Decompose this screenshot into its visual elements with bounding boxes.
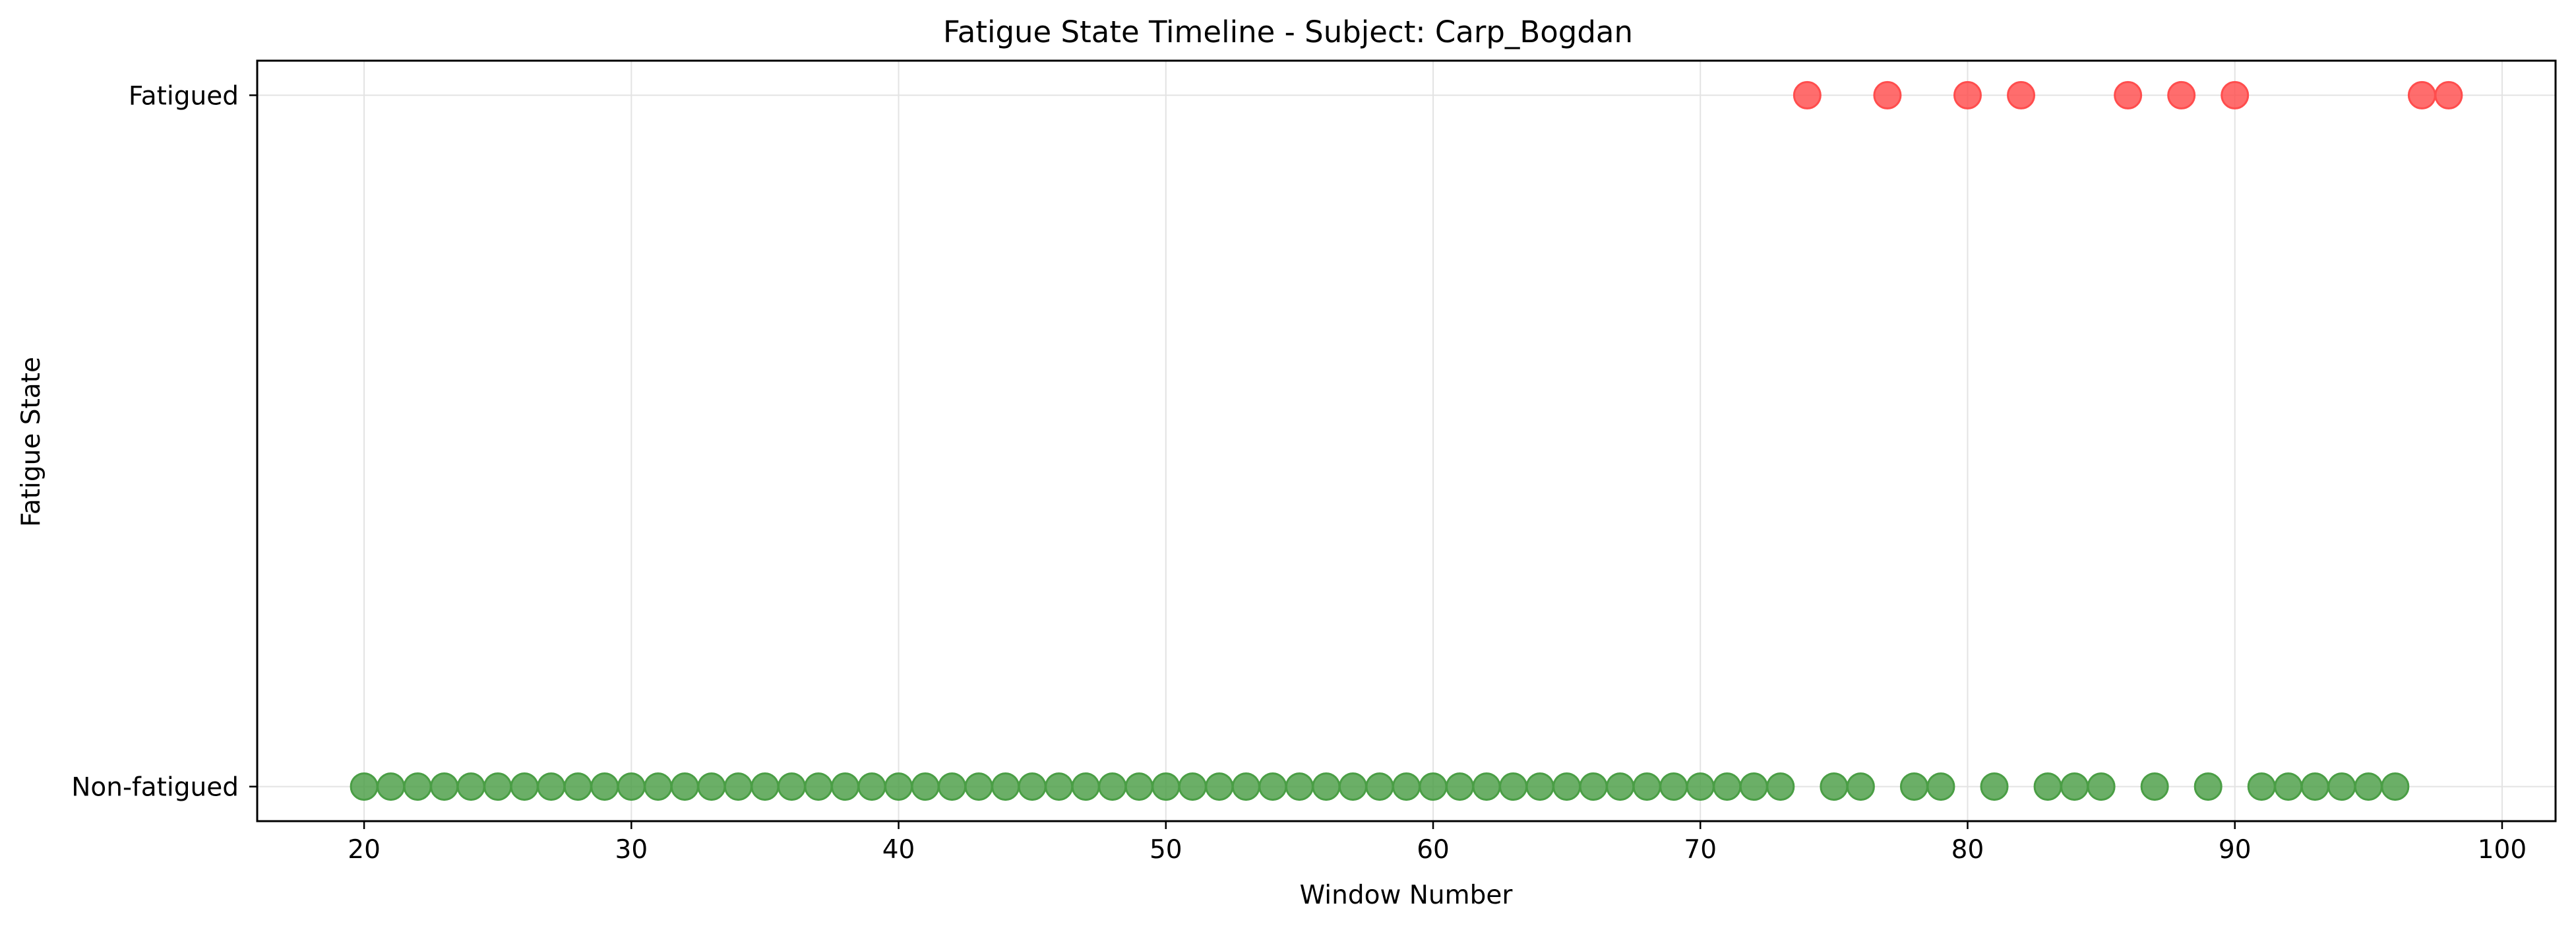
fatigued-point	[2007, 80, 2036, 109]
non-fatigued-point	[2381, 772, 2410, 801]
y-tick-label: Fatigued	[129, 81, 239, 111]
non-fatigued-point	[1124, 772, 1153, 801]
non-fatigued-point	[1365, 772, 1394, 801]
non-fatigued-point	[751, 772, 780, 801]
non-fatigued-point	[1151, 772, 1181, 801]
non-fatigued-point	[617, 772, 646, 801]
non-fatigued-point	[1606, 772, 1635, 801]
non-fatigued-point	[644, 772, 673, 801]
fatigued-point	[1873, 80, 1902, 109]
x-tick-label: 40	[882, 835, 915, 865]
x-axis-label: Window Number	[1300, 881, 1514, 910]
non-fatigued-point	[510, 772, 539, 801]
non-fatigued-point	[697, 772, 726, 801]
non-fatigued-point	[1579, 772, 1608, 801]
fatigued-point	[2434, 80, 2463, 109]
non-fatigued-point	[1472, 772, 1501, 801]
non-fatigued-point	[2300, 772, 2329, 801]
non-fatigued-point	[1045, 772, 1074, 801]
non-fatigued-point	[1980, 772, 2009, 801]
non-fatigued-point	[857, 772, 886, 801]
non-fatigued-point	[1312, 772, 1341, 801]
non-fatigued-point	[1686, 772, 1715, 801]
y-axis-ticks: Non-fatigued Fatigued	[71, 81, 257, 803]
non-fatigued-point	[1258, 772, 1287, 801]
non-fatigued-point	[1713, 772, 1742, 801]
non-fatigued-point	[350, 772, 379, 801]
non-fatigued-point	[1820, 772, 1849, 801]
non-fatigued-point	[1739, 772, 1768, 801]
non-fatigued-point	[911, 772, 940, 801]
x-axis-ticks: 20 30 40 50 60 70 80 90 100	[348, 821, 2527, 865]
non-fatigued-point	[1499, 772, 1528, 801]
non-fatigued-point	[1659, 772, 1688, 801]
y-axis-label: Fatigue State	[16, 357, 46, 527]
non-fatigued-point	[2087, 772, 2116, 801]
non-fatigued-point	[1231, 772, 1260, 801]
non-fatigued-point	[1846, 772, 1875, 801]
non-fatigued-point	[1285, 772, 1314, 801]
non-fatigued-point	[1552, 772, 1581, 801]
non-fatigued-point	[590, 772, 619, 801]
non-fatigued-point	[1899, 772, 1928, 801]
non-fatigued-point	[456, 772, 485, 801]
non-fatigued-point	[1205, 772, 1234, 801]
plot-frame	[256, 59, 2557, 822]
non-fatigued-point	[1446, 772, 1475, 801]
non-fatigued-point	[1178, 772, 1207, 801]
non-fatigued-point	[1018, 772, 1047, 801]
non-fatigued-point	[1525, 772, 1554, 801]
fatigued-point	[1953, 80, 1982, 109]
non-fatigued-point	[483, 772, 512, 801]
non-fatigued-point	[1632, 772, 1661, 801]
non-fatigued-point	[2274, 772, 2303, 801]
non-fatigued-point	[991, 772, 1020, 801]
non-fatigued-point	[938, 772, 967, 801]
non-fatigued-point	[1926, 772, 1955, 801]
fatigued-point	[2114, 80, 2143, 109]
points-layer	[350, 80, 2463, 801]
x-tick-label: 70	[1684, 835, 1717, 865]
fatigued-point	[2407, 80, 2436, 109]
chart-title: Fatigue State Timeline - Subject: Carp_B…	[943, 15, 1633, 49]
non-fatigued-point	[723, 772, 752, 801]
x-tick-label: 60	[1417, 835, 1450, 865]
non-fatigued-point	[884, 772, 913, 801]
x-tick-label: 50	[1150, 835, 1182, 865]
x-tick-label: 20	[348, 835, 381, 865]
non-fatigued-point	[777, 772, 806, 801]
non-fatigued-point	[2060, 772, 2089, 801]
non-fatigued-point	[2247, 772, 2276, 801]
x-tick-label: 80	[1951, 835, 1984, 865]
non-fatigued-point	[430, 772, 459, 801]
non-fatigued-point	[563, 772, 592, 801]
x-tick-label: 90	[2219, 835, 2252, 865]
x-tick-label: 30	[615, 835, 648, 865]
x-tick-label: 100	[2478, 835, 2527, 865]
non-fatigued-point	[403, 772, 432, 801]
non-fatigued-point	[964, 772, 993, 801]
non-fatigued-point	[1392, 772, 1421, 801]
non-fatigued-point	[1071, 772, 1100, 801]
non-fatigued-point	[1766, 772, 1795, 801]
y-tick-label: Non-fatigued	[71, 773, 239, 803]
non-fatigued-point	[1419, 772, 1448, 801]
non-fatigued-point	[831, 772, 860, 801]
fatigued-point	[2221, 80, 2250, 109]
non-fatigued-point	[670, 772, 699, 801]
non-fatigued-point	[2327, 772, 2356, 801]
non-fatigued-point	[804, 772, 833, 801]
non-fatigued-point	[1338, 772, 1367, 801]
non-fatigued-point	[2033, 772, 2062, 801]
fatigued-point	[2167, 80, 2196, 109]
non-fatigued-point	[2140, 772, 2169, 801]
non-fatigued-point	[1098, 772, 1127, 801]
non-fatigued-point	[377, 772, 406, 801]
non-fatigued-point	[537, 772, 566, 801]
non-fatigued-point	[2354, 772, 2383, 801]
fatigued-point	[1793, 80, 1822, 109]
non-fatigued-point	[2193, 772, 2223, 801]
